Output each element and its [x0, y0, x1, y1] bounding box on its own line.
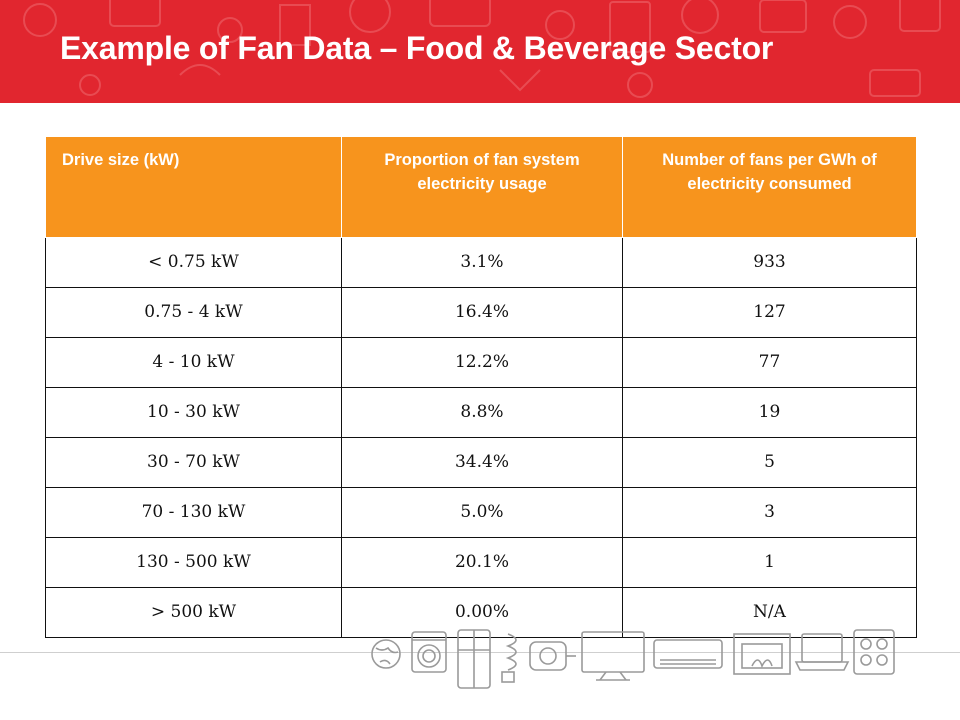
motor-icon	[529, 641, 576, 671]
table-cell: 4 - 10 kW	[45, 336, 342, 388]
table-row: 30 - 70 kW 34.4% 5	[45, 436, 917, 488]
table-cell: 70 - 130 kW	[45, 486, 342, 538]
table-cell: 130 - 500 kW	[45, 536, 342, 588]
table-cell: 30 - 70 kW	[45, 436, 342, 488]
stove-icon	[853, 629, 895, 675]
table-header-row: Drive size (kW) Proportion of fan system…	[45, 137, 917, 238]
appliance-pattern-graphic	[23, 0, 941, 98]
light-bulb-icon	[501, 633, 517, 683]
table-cell: 0.75 - 4 kW	[45, 286, 342, 338]
table-cell: 1	[622, 536, 917, 588]
table-cell: 16.4%	[341, 286, 623, 338]
table-cell: 3	[622, 486, 917, 538]
table-cell: 8.8%	[341, 386, 623, 438]
fan-data-table: Drive size (kW) Proportion of fan system…	[45, 137, 917, 638]
column-header-fans-per-gwh: Number of fans per GWh of electricity co…	[622, 137, 917, 238]
globe-icon	[371, 639, 401, 669]
table-cell: 0.00%	[341, 586, 623, 638]
table-row: 70 - 130 kW 5.0% 3	[45, 486, 917, 538]
table-cell: < 0.75 kW	[45, 236, 342, 288]
table-cell: 5.0%	[341, 486, 623, 538]
title-banner: Example of Fan Data – Food & Beverage Se…	[0, 0, 960, 103]
table-cell: 10 - 30 kW	[45, 386, 342, 438]
table-cell: 3.1%	[341, 236, 623, 288]
table-cell: 12.2%	[341, 336, 623, 388]
table-cell: 34.4%	[341, 436, 623, 488]
column-header-drive-size: Drive size (kW)	[45, 137, 342, 238]
table-cell: N/A	[622, 586, 917, 638]
refrigerator-icon	[457, 629, 491, 689]
table-row: < 0.75 kW 3.1% 933	[45, 236, 917, 288]
table-row: 130 - 500 kW 20.1% 1	[45, 536, 917, 588]
television-icon	[581, 631, 645, 681]
table-cell: 5	[622, 436, 917, 488]
table-row: 4 - 10 kW 12.2% 77	[45, 336, 917, 388]
washing-machine-icon	[411, 631, 447, 673]
air-conditioner-icon	[653, 639, 723, 669]
table-cell: 127	[622, 286, 917, 338]
table-cell: 933	[622, 236, 917, 288]
table-cell: 19	[622, 386, 917, 438]
fireplace-icon	[733, 633, 791, 675]
appliance-icons-strip	[371, 629, 895, 689]
table-row: 10 - 30 kW 8.8% 19	[45, 386, 917, 438]
footer-divider	[0, 652, 960, 653]
table-cell: 77	[622, 336, 917, 388]
column-header-proportion: Proportion of fan system electricity usa…	[341, 137, 623, 238]
table-row: 0.75 - 4 kW 16.4% 127	[45, 286, 917, 338]
page-title: Example of Fan Data – Food & Beverage Se…	[60, 30, 774, 66]
table-cell: > 500 kW	[45, 586, 342, 638]
laptop-icon	[794, 633, 850, 671]
table-cell: 20.1%	[341, 536, 623, 588]
table-row: > 500 kW 0.00% N/A	[45, 586, 917, 638]
